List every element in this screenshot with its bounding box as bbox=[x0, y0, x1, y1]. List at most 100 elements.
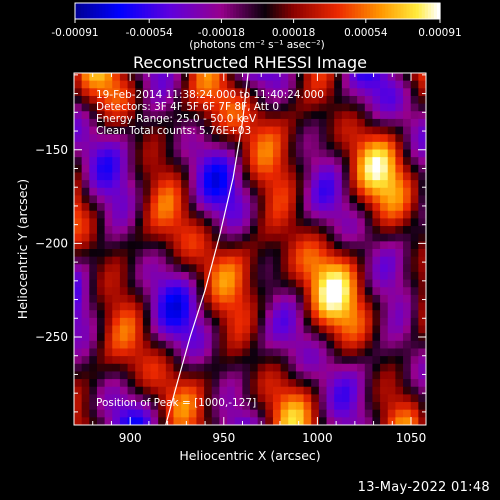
heatmap-cell bbox=[104, 371, 113, 380]
heatmap-cell bbox=[357, 134, 366, 143]
heatmap-cell bbox=[89, 371, 98, 380]
heatmap-cell bbox=[311, 256, 320, 265]
heatmap-cell bbox=[295, 111, 305, 120]
heatmap-cell bbox=[89, 356, 98, 365]
heatmap-cell bbox=[364, 172, 373, 181]
heatmap-cell bbox=[96, 218, 106, 227]
heatmap-cell bbox=[318, 103, 328, 112]
heatmap-cell bbox=[387, 172, 396, 181]
heatmap-cell bbox=[196, 279, 205, 288]
heatmap-cell bbox=[395, 256, 404, 265]
heatmap-cell bbox=[89, 172, 98, 181]
heatmap-cell bbox=[127, 249, 136, 258]
heatmap-cell bbox=[158, 164, 167, 173]
heatmap-cell bbox=[295, 271, 305, 281]
heatmap-cell bbox=[318, 310, 328, 319]
heatmap-cell bbox=[341, 80, 350, 89]
heatmap-cell bbox=[142, 126, 152, 135]
heatmap-cell bbox=[387, 287, 396, 296]
heatmap-cell bbox=[219, 126, 228, 135]
heatmap-cell bbox=[341, 271, 350, 281]
heatmap-cell bbox=[357, 287, 366, 296]
heatmap-cell bbox=[81, 233, 90, 242]
heatmap-cell bbox=[104, 218, 113, 227]
heatmap-cell bbox=[303, 134, 312, 143]
heatmap-cell bbox=[280, 417, 289, 425]
heatmap-cell bbox=[272, 73, 282, 82]
heatmap-cell bbox=[250, 317, 259, 327]
colorbar-cell bbox=[290, 3, 295, 19]
heatmap-cell bbox=[142, 363, 152, 372]
colorbar-cell bbox=[348, 3, 353, 19]
heatmap-cell bbox=[387, 210, 396, 219]
heatmap-cell bbox=[96, 333, 106, 342]
heatmap-cell bbox=[165, 348, 174, 357]
heatmap-cell bbox=[211, 287, 220, 296]
heatmap-cell bbox=[303, 271, 312, 281]
heatmap-cell bbox=[334, 379, 343, 388]
heatmap-cell bbox=[81, 88, 90, 97]
heatmap-cell bbox=[357, 394, 366, 403]
colorbar-cell bbox=[93, 3, 97, 19]
heatmap-cell bbox=[265, 325, 274, 334]
heatmap-cell bbox=[303, 317, 312, 327]
heatmap-cell bbox=[403, 118, 412, 128]
heatmap-cell bbox=[288, 386, 297, 395]
heatmap-cell bbox=[387, 249, 396, 258]
heatmap-cell bbox=[227, 134, 236, 143]
heatmap-cell bbox=[349, 111, 358, 120]
heatmap-cell bbox=[81, 340, 90, 349]
heatmap-cell bbox=[326, 73, 335, 82]
heatmap-cell bbox=[341, 241, 350, 250]
heatmap-cell bbox=[410, 348, 419, 357]
heatmap-cell bbox=[219, 241, 228, 250]
heatmap-cell bbox=[380, 187, 389, 196]
heatmap-cell bbox=[318, 80, 328, 89]
heatmap-cell bbox=[74, 317, 83, 327]
colorbar-cell bbox=[217, 3, 222, 19]
heatmap-cell bbox=[181, 210, 190, 219]
heatmap-cell bbox=[104, 172, 113, 181]
heatmap-cell bbox=[410, 172, 419, 181]
heatmap-cell bbox=[387, 363, 396, 372]
colorbar-tick-label: -0.00091 bbox=[51, 27, 98, 39]
heatmap-cell bbox=[227, 264, 236, 273]
heatmap-cell bbox=[318, 172, 328, 181]
heatmap-cell bbox=[165, 402, 174, 411]
heatmap-cell bbox=[272, 333, 282, 342]
heatmap-cell bbox=[326, 264, 335, 273]
heatmap-cell bbox=[280, 394, 289, 403]
heatmap-cell bbox=[158, 386, 167, 395]
heatmap-cell bbox=[135, 187, 144, 196]
heatmap-cell bbox=[119, 149, 129, 158]
heatmap-cell bbox=[380, 141, 389, 151]
heatmap-cell bbox=[219, 195, 228, 204]
heatmap-cell bbox=[303, 333, 312, 342]
heatmap-cell bbox=[272, 386, 282, 395]
heatmap-cell bbox=[288, 402, 297, 411]
heatmap-cell bbox=[403, 195, 412, 204]
heatmap-cell bbox=[395, 149, 404, 158]
heatmap-cell bbox=[219, 287, 228, 296]
heatmap-cell bbox=[242, 195, 251, 204]
heatmap-cell bbox=[81, 356, 90, 365]
heatmap-cell bbox=[334, 294, 343, 304]
heatmap-cell bbox=[257, 203, 266, 212]
heatmap-cell bbox=[219, 325, 228, 334]
heatmap-cell bbox=[81, 80, 90, 89]
heatmap-cell bbox=[341, 386, 350, 395]
heatmap-cell bbox=[341, 256, 350, 265]
heatmap-cell bbox=[418, 210, 426, 219]
heatmap-cell bbox=[387, 310, 396, 319]
heatmap-cell bbox=[364, 218, 373, 227]
heatmap-cell bbox=[288, 180, 297, 189]
heatmap-cell bbox=[280, 187, 289, 196]
heatmap-cell bbox=[173, 310, 182, 319]
heatmap-cell bbox=[104, 356, 113, 365]
heatmap-cell bbox=[227, 149, 236, 158]
heatmap-cell bbox=[403, 88, 412, 97]
heatmap-cell bbox=[234, 256, 243, 265]
colorbar-cell bbox=[397, 3, 402, 19]
heatmap-cell bbox=[96, 279, 106, 288]
heatmap-cell bbox=[387, 409, 396, 418]
